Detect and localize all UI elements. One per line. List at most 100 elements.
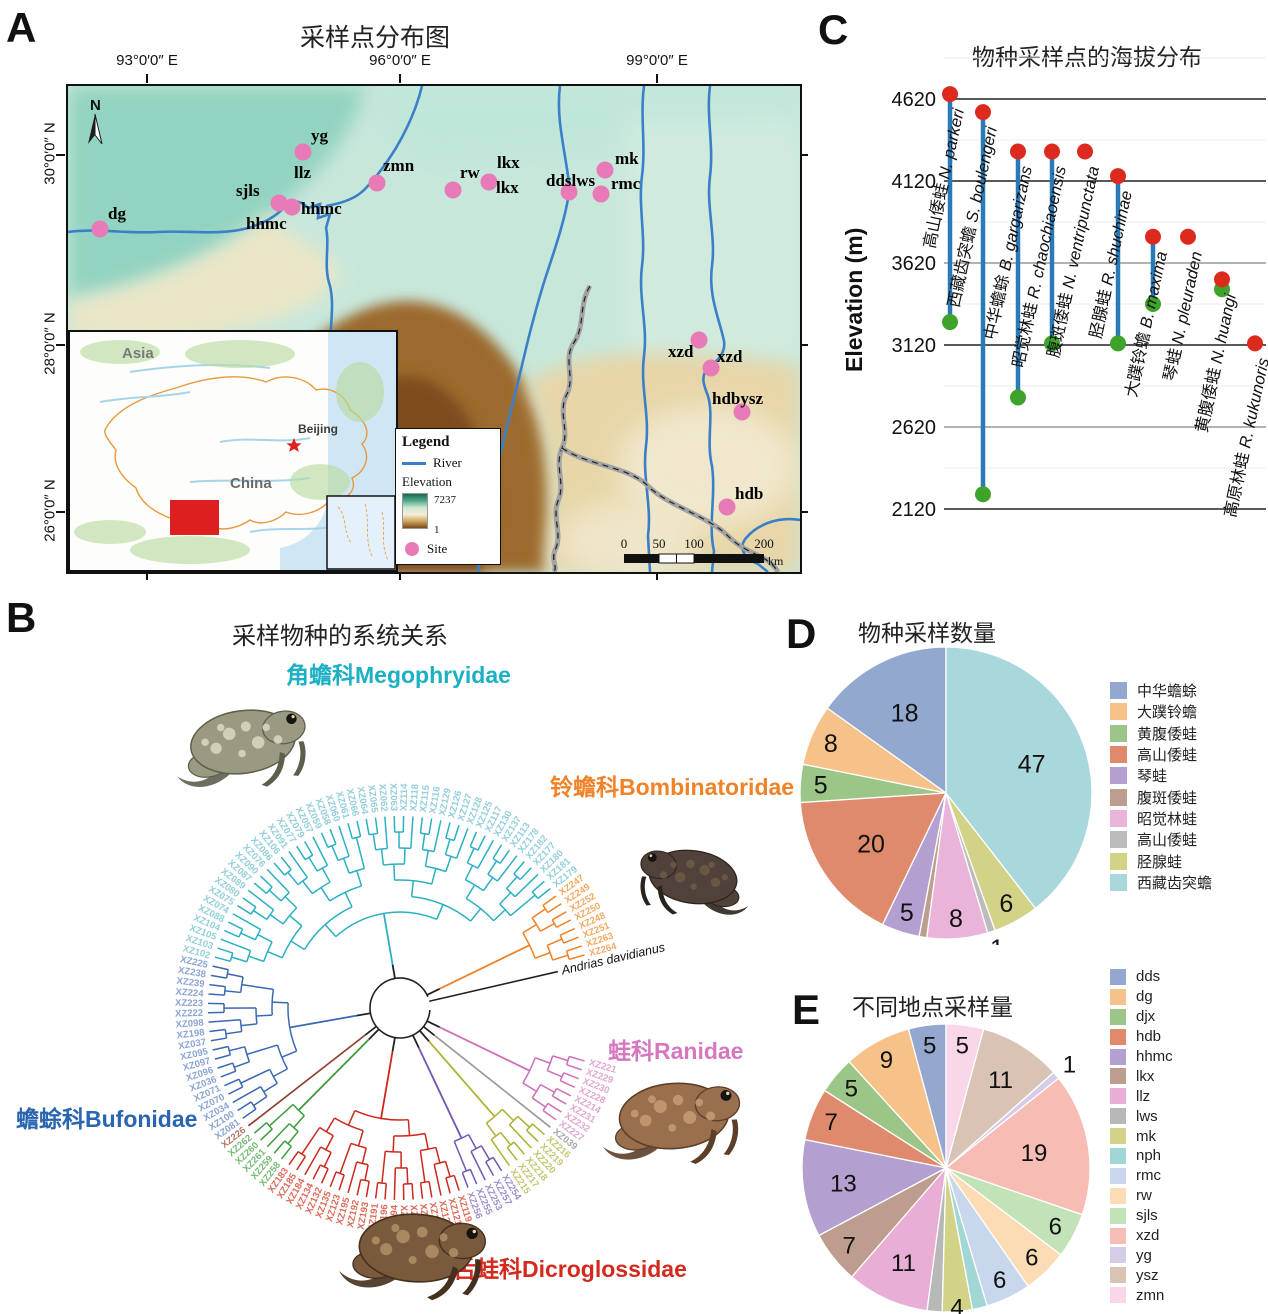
site-dot <box>718 498 736 516</box>
legend-swatch <box>1110 1287 1126 1304</box>
north-arrow-icon: N <box>88 97 103 145</box>
terrain-layer <box>68 86 800 572</box>
longitude-label: 93°0′0″ E <box>116 52 178 69</box>
pie-value-label: 5 <box>923 1033 936 1060</box>
clade-label-bufonidae: 蟾蜍科Bufonidae <box>16 1106 198 1132</box>
max-elevation-dot <box>1214 271 1230 288</box>
pie-value-label: 4 <box>950 1295 963 1314</box>
site-dot <box>480 173 498 191</box>
site-label: rmc <box>611 174 641 193</box>
pie-slice <box>945 646 1093 910</box>
y-axis-title: Elevation (m) <box>841 228 867 372</box>
inset-vegetation <box>130 536 250 564</box>
tree-tip-label: XZ037 <box>177 1037 206 1053</box>
site-dot <box>444 181 462 199</box>
legend-swatch <box>1110 1267 1126 1284</box>
tree-tip-label: XZ114 <box>399 783 411 811</box>
tree-tip-label: XZ062 <box>376 783 389 812</box>
legend-label: lws <box>1136 1107 1158 1125</box>
pie-value-label: 5 <box>956 1033 969 1060</box>
legend-swatch <box>1110 1048 1126 1065</box>
pie-slice <box>799 792 948 926</box>
legend-swatch <box>1110 703 1127 721</box>
axis-tick <box>799 154 808 156</box>
site-label: sjls <box>236 181 260 200</box>
min-elevation-dot <box>942 314 958 331</box>
legend-item: yg <box>1110 1245 1173 1265</box>
max-elevation-dot <box>1044 143 1060 160</box>
inset-vegetation <box>336 362 384 422</box>
beijing-star-icon <box>286 438 302 452</box>
pie-slice <box>850 1165 947 1312</box>
tree-tip-label: XZ224 <box>175 987 204 1000</box>
tree-tip-label: XZ064 <box>354 786 370 816</box>
legend-swatch <box>1110 1128 1126 1145</box>
frog-photo-ranidae <box>603 1082 741 1165</box>
country-boundary-dash <box>553 285 591 572</box>
legend-item: 昭觉林蛙 <box>1110 808 1212 829</box>
site-pie-legend: dds dg djx hdb hhmc lkx llz lws mk nph rmc rw sjls xz… <box>1110 967 1173 1305</box>
max-elevation-dot <box>1145 228 1161 245</box>
legend-swatch <box>1110 682 1127 700</box>
inset-subbox-detail <box>364 503 373 557</box>
inset-asia-label: Asia <box>122 345 154 362</box>
legend-swatch <box>1110 1068 1126 1085</box>
legend-item: lws <box>1110 1106 1173 1126</box>
max-elevation-dot <box>1180 228 1196 245</box>
site-dot <box>294 143 312 161</box>
legend-label: hhmc <box>1136 1048 1173 1065</box>
frog-photo-bombinatoridae <box>640 849 749 915</box>
map-legend-elevation-label: Elevation <box>402 474 452 489</box>
country-boundary-dash <box>561 447 779 572</box>
min-elevation-dot <box>1110 335 1126 352</box>
legend-label: 昭觉林蛙 <box>1137 810 1198 828</box>
legend-label: 大蹼铃蟾 <box>1137 704 1198 722</box>
legend-swatch <box>1110 746 1127 764</box>
legend-item: 黄腹倭蛙 <box>1110 723 1212 744</box>
legend-item: zmn <box>1110 1285 1173 1305</box>
pie-value-label: 6 <box>999 890 1013 918</box>
pie-value-label: 20 <box>857 830 885 858</box>
pie-value-label: 6 <box>993 1267 1006 1294</box>
site-dot <box>596 161 614 179</box>
panel-b-letter: B <box>6 594 37 641</box>
legend-swatch <box>1110 873 1127 891</box>
legend-label: 高山倭蛙 <box>1137 832 1198 850</box>
study-area-rect <box>170 500 219 535</box>
site-dot <box>592 185 610 203</box>
pie-value-label: 5 <box>845 1076 858 1103</box>
legend-swatch <box>1110 1247 1126 1264</box>
legend-label: yg <box>1136 1246 1152 1264</box>
pie-slice <box>826 646 947 795</box>
svg-text:N: N <box>90 97 101 114</box>
pie-slice <box>944 1028 1055 1170</box>
site-dot-icon <box>405 542 419 556</box>
axis-tick <box>399 571 401 580</box>
pie-value-label: 6 <box>1025 1245 1038 1272</box>
pie-value-label: 47 <box>1018 750 1046 778</box>
legend-swatch <box>1110 1227 1126 1244</box>
panel-d-title: 物种采样数量 <box>858 620 996 646</box>
legend-label: 腹斑倭蛙 <box>1137 789 1198 807</box>
y-tick-label: 2120 <box>892 499 937 521</box>
y-tick-label: 4620 <box>892 89 937 111</box>
axis-tick <box>56 511 65 513</box>
axis-tick <box>146 571 148 580</box>
legend-swatch <box>1110 1187 1126 1204</box>
site-dot <box>283 198 301 216</box>
min-elevation-dot <box>1044 335 1060 352</box>
legend-label: rw <box>1136 1187 1152 1205</box>
legend-label: djx <box>1136 1008 1156 1026</box>
axis-tick <box>656 571 658 580</box>
tree-tip-label: XZ065 <box>365 784 380 814</box>
legend-label: dds <box>1136 968 1161 986</box>
river-line-icon <box>402 461 426 465</box>
inset-vegetation <box>80 340 160 364</box>
y-tick-label: 3620 <box>892 253 937 275</box>
site-label: xzd <box>668 342 694 361</box>
max-elevation-dot <box>975 104 991 121</box>
axis-tick <box>799 511 808 513</box>
legend-label: hdb <box>1136 1028 1162 1046</box>
scalebar-number: 200 <box>754 536 774 551</box>
